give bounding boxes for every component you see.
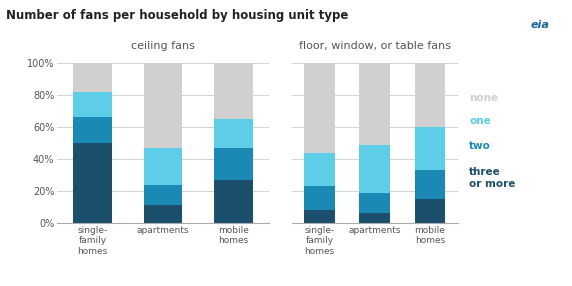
- Bar: [415, 170, 445, 199]
- Bar: [144, 205, 182, 223]
- Bar: [73, 63, 112, 92]
- Text: floor, window, or table fans: floor, window, or table fans: [299, 41, 451, 51]
- Bar: [214, 119, 253, 148]
- Bar: [304, 153, 335, 186]
- Bar: [415, 199, 445, 223]
- Text: two: two: [469, 141, 491, 151]
- Bar: [359, 145, 390, 193]
- Text: one: one: [469, 116, 491, 126]
- Text: Number of fans per household by housing unit type: Number of fans per household by housing …: [6, 9, 348, 21]
- Text: eia: eia: [530, 20, 549, 30]
- Text: three
or more: three or more: [469, 167, 515, 189]
- Bar: [415, 127, 445, 170]
- Bar: [415, 63, 445, 127]
- Bar: [144, 185, 182, 205]
- Text: ceiling fans: ceiling fans: [131, 41, 195, 51]
- Bar: [73, 117, 112, 143]
- Bar: [304, 186, 335, 210]
- Bar: [359, 63, 390, 145]
- Bar: [304, 210, 335, 223]
- Bar: [214, 63, 253, 119]
- Bar: [304, 63, 335, 153]
- Bar: [144, 63, 182, 148]
- Bar: [359, 213, 390, 223]
- Bar: [359, 193, 390, 213]
- Bar: [73, 92, 112, 117]
- Bar: [73, 143, 112, 223]
- Bar: [144, 148, 182, 185]
- Text: none: none: [469, 93, 498, 103]
- Bar: [214, 148, 253, 180]
- Bar: [214, 180, 253, 223]
